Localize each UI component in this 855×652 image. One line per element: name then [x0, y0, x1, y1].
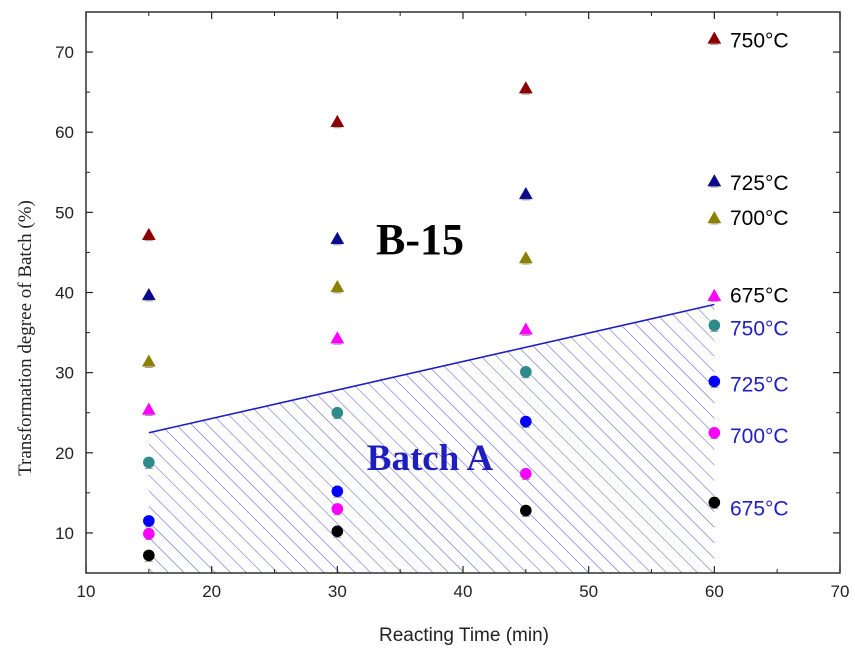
- triangle-marker: [141, 402, 156, 415]
- circle-marker: [520, 504, 532, 517]
- triangle-marker: [518, 322, 533, 335]
- series-label: 700°C: [730, 207, 789, 230]
- triangle-marker: [330, 331, 345, 344]
- region-boundary-line: [148, 303, 715, 434]
- series-label: 750°C: [730, 29, 789, 52]
- x-tick-label: 40: [454, 582, 473, 601]
- y-tick-label: 40: [55, 284, 74, 303]
- y-tick-label: 70: [55, 43, 74, 62]
- x-tick-label: 60: [705, 582, 724, 601]
- y-axis-title: Transformation degree of Batch (%): [15, 200, 36, 476]
- series-label: 750°C: [730, 317, 789, 340]
- circle-marker: [520, 467, 532, 480]
- triangle-marker: [141, 227, 156, 241]
- batch-a-hatch: [148, 304, 715, 573]
- x-tick-label: 70: [831, 582, 850, 601]
- triangle-marker: [707, 31, 722, 44]
- triangle-marker: [330, 114, 345, 128]
- circle-marker: [331, 525, 344, 538]
- circle-marker: [708, 426, 721, 439]
- circle-marker: [331, 485, 344, 498]
- y-tick-label: 10: [55, 524, 74, 543]
- series-label: 675°C: [730, 285, 789, 308]
- triangle-marker: [330, 279, 345, 293]
- triangle-marker: [518, 251, 533, 264]
- triangle-marker: [707, 174, 722, 187]
- x-tick-label: 30: [328, 582, 347, 601]
- triangle-marker: [330, 231, 345, 245]
- circle-marker: [708, 496, 721, 509]
- circle-marker: [708, 375, 721, 388]
- series-labels: 750°C 725°C 700°C 675°C 750°C 725°C 700°C 675°C: [730, 29, 789, 520]
- data-points: [141, 31, 722, 562]
- circle-marker: [143, 549, 155, 562]
- x-tick-label: 10: [77, 582, 96, 601]
- circle-marker: [143, 456, 155, 469]
- x-axis-title: Reacting Time (min): [379, 625, 549, 646]
- triangle-marker: [707, 288, 722, 301]
- y-tick-label: 30: [55, 364, 74, 383]
- x-tick-label: 50: [579, 582, 598, 601]
- triangle-marker: [141, 287, 156, 301]
- circle-marker: [520, 366, 532, 378]
- series-label: 725°C: [730, 172, 789, 195]
- circle-marker: [331, 503, 344, 515]
- triangle-marker: [707, 210, 722, 224]
- circle-marker: [143, 515, 155, 527]
- triangle-marker: [141, 354, 156, 367]
- triangle-marker: [518, 186, 533, 200]
- circle-marker: [708, 319, 721, 332]
- batch-a-region: [148, 303, 715, 573]
- circle-marker: [331, 406, 344, 419]
- y-tick-label: 50: [55, 203, 74, 222]
- annotation-batch-a: Batch A: [367, 438, 494, 479]
- series-label: 675°C: [730, 497, 789, 520]
- y-tick-label: 60: [55, 123, 74, 142]
- triangle-marker: [518, 81, 533, 94]
- x-tick-label: 20: [202, 582, 221, 601]
- y-tick-label: 20: [55, 444, 74, 463]
- annotation-b15: B-15: [376, 215, 464, 264]
- circle-marker: [143, 527, 155, 540]
- axes: 10 20 30 40 50 60 70 10 20 30 40 50 60 70: [55, 11, 850, 601]
- circle-marker: [520, 415, 532, 428]
- series-label: 725°C: [730, 373, 789, 396]
- series-label: 700°C: [730, 425, 789, 448]
